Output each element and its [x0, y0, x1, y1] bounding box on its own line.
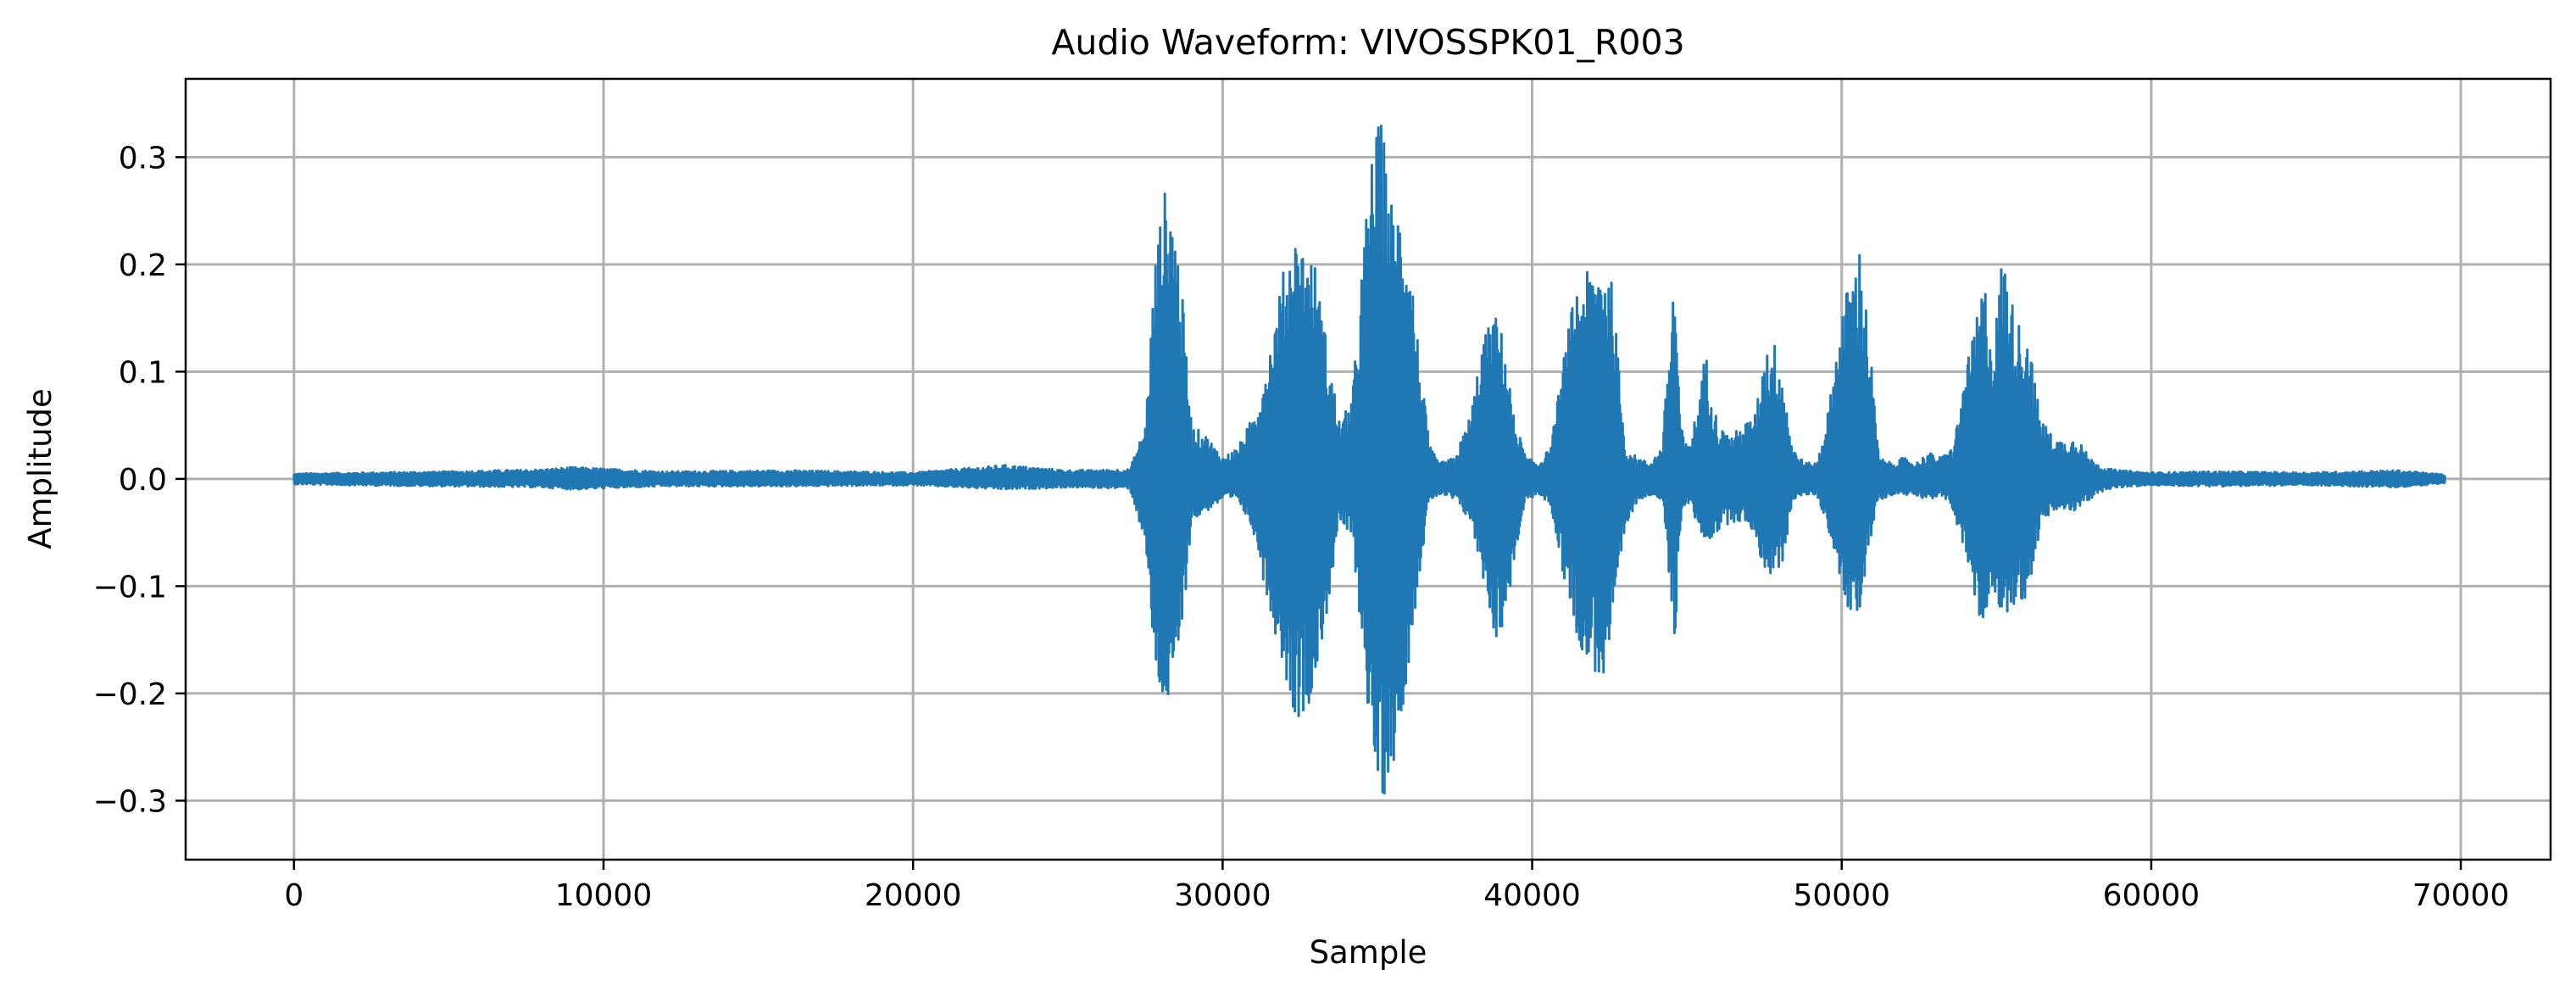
- x-tick-label: 50000: [1793, 878, 1890, 913]
- x-tick-label: 30000: [1174, 878, 1271, 913]
- axes-frame: [184, 77, 2552, 861]
- y-tick-label: −0.2: [93, 677, 167, 712]
- x-tick-label: 20000: [865, 878, 962, 913]
- x-tick-label: 40000: [1483, 878, 1581, 913]
- axis-ticks: 0 10000 20000 30000 40000 50000 60000 70000 0.3 0…: [93, 141, 2510, 913]
- waveform-series: [292, 124, 2447, 795]
- y-tick-label: 0.3: [119, 141, 167, 175]
- y-tick-label: −0.1: [93, 570, 167, 604]
- chart-title: Audio Waveform: VIVOSSPK01_R003: [1051, 22, 1684, 63]
- y-tick-label: 0.1: [119, 355, 167, 390]
- x-tick-label: 70000: [2412, 878, 2510, 913]
- waveform-line: [292, 124, 2447, 795]
- x-tick-label: 10000: [555, 878, 653, 913]
- y-axis-label: Amplitude: [22, 388, 58, 549]
- x-tick-label: 0: [284, 878, 303, 913]
- x-tick-label: 60000: [2103, 878, 2200, 913]
- x-axis-label: Sample: [1310, 934, 1427, 971]
- y-tick-label: 0.0: [119, 463, 167, 498]
- y-tick-label: −0.3: [93, 784, 167, 819]
- y-tick-label: 0.2: [119, 248, 167, 283]
